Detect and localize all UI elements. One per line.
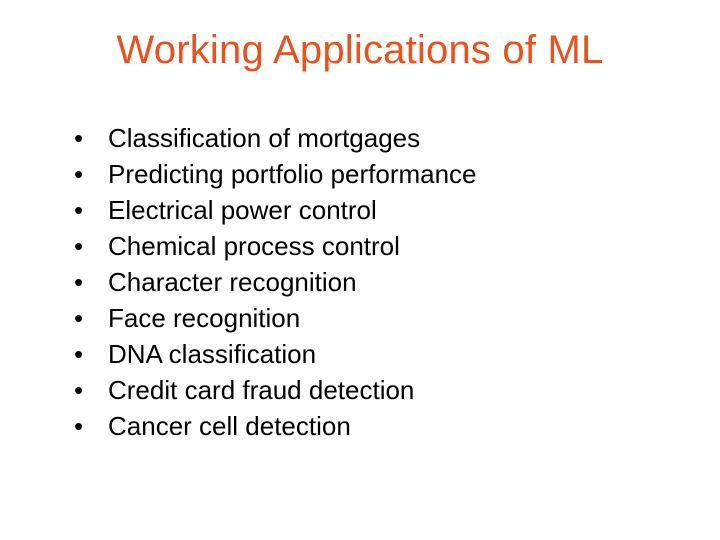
bullet-icon: •	[72, 161, 108, 187]
list-item: • Chemical process control	[72, 233, 477, 259]
bullet-icon: •	[72, 341, 108, 367]
bullet-text: Credit card fraud detection	[108, 377, 414, 403]
list-item: • Character recognition	[72, 269, 477, 295]
bullet-icon: •	[72, 305, 108, 331]
list-item: • DNA classification	[72, 341, 477, 367]
bullet-text: Cancer cell detection	[108, 413, 351, 439]
slide: Working Applications of ML • Classificat…	[0, 0, 720, 540]
bullet-text: Character recognition	[108, 269, 357, 295]
list-item: • Predicting portfolio performance	[72, 161, 477, 187]
bullet-text: DNA classification	[108, 341, 316, 367]
bullet-list: • Classification of mortgages • Predicti…	[72, 125, 477, 449]
slide-title: Working Applications of ML	[0, 28, 720, 73]
bullet-icon: •	[72, 377, 108, 403]
bullet-icon: •	[72, 269, 108, 295]
bullet-text: Electrical power control	[108, 197, 377, 223]
list-item: • Cancer cell detection	[72, 413, 477, 439]
bullet-icon: •	[72, 233, 108, 259]
bullet-text: Predicting portfolio performance	[108, 161, 477, 187]
bullet-text: Chemical process control	[108, 233, 400, 259]
list-item: • Face recognition	[72, 305, 477, 331]
bullet-text: Classification of mortgages	[108, 125, 420, 151]
bullet-icon: •	[72, 413, 108, 439]
bullet-icon: •	[72, 197, 108, 223]
bullet-icon: •	[72, 125, 108, 151]
list-item: • Classification of mortgages	[72, 125, 477, 151]
list-item: • Electrical power control	[72, 197, 477, 223]
list-item: • Credit card fraud detection	[72, 377, 477, 403]
bullet-text: Face recognition	[108, 305, 300, 331]
